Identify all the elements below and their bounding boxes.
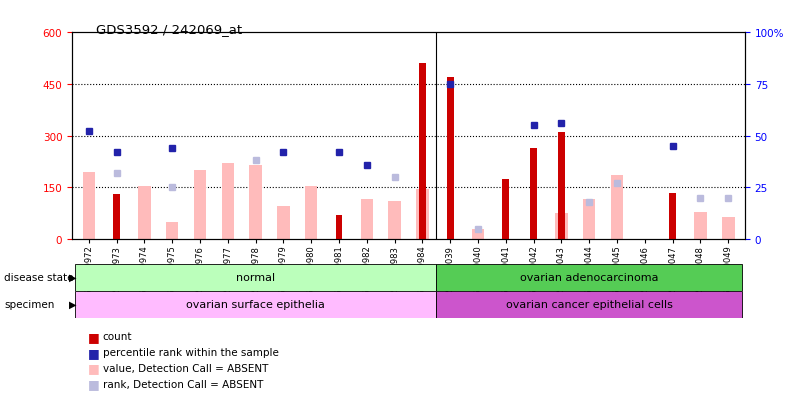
- Bar: [249, 166, 262, 240]
- Bar: [558, 133, 565, 240]
- Text: normal: normal: [236, 273, 276, 283]
- Text: GDS3592 / 242069_at: GDS3592 / 242069_at: [96, 23, 242, 36]
- Bar: [222, 164, 234, 240]
- Bar: [722, 217, 735, 240]
- Bar: [83, 173, 95, 240]
- Text: disease state: disease state: [4, 273, 74, 282]
- Bar: [138, 186, 151, 240]
- Bar: [447, 78, 453, 240]
- Text: ovarian cancer epithelial cells: ovarian cancer epithelial cells: [505, 299, 673, 310]
- Bar: [194, 171, 206, 240]
- Bar: [502, 179, 509, 240]
- Bar: [277, 207, 290, 240]
- Bar: [555, 214, 568, 240]
- Bar: [360, 200, 373, 240]
- Bar: [611, 176, 623, 240]
- Text: ovarian surface epithelia: ovarian surface epithelia: [186, 299, 325, 310]
- Text: ▶: ▶: [69, 299, 76, 309]
- Bar: [437, 264, 743, 291]
- Bar: [417, 190, 429, 240]
- Text: ovarian adenocarcinoma: ovarian adenocarcinoma: [520, 273, 658, 283]
- Bar: [305, 186, 317, 240]
- Bar: [583, 200, 595, 240]
- Bar: [166, 222, 179, 240]
- Bar: [74, 264, 437, 291]
- Bar: [113, 195, 120, 240]
- Text: specimen: specimen: [4, 299, 54, 309]
- Bar: [336, 216, 343, 240]
- Text: ▶: ▶: [69, 273, 76, 282]
- Text: ■: ■: [88, 346, 100, 359]
- Text: ■: ■: [88, 330, 100, 343]
- Text: percentile rank within the sample: percentile rank within the sample: [103, 347, 279, 357]
- Bar: [472, 229, 485, 240]
- Bar: [437, 291, 743, 318]
- Bar: [530, 148, 537, 240]
- Bar: [388, 202, 400, 240]
- Text: rank, Detection Call = ABSENT: rank, Detection Call = ABSENT: [103, 379, 263, 389]
- Bar: [419, 64, 426, 240]
- Text: ■: ■: [88, 377, 100, 390]
- Text: ■: ■: [88, 361, 100, 375]
- Bar: [74, 291, 437, 318]
- Text: count: count: [103, 332, 132, 342]
- Bar: [694, 212, 706, 240]
- Bar: [669, 193, 676, 240]
- Text: value, Detection Call = ABSENT: value, Detection Call = ABSENT: [103, 363, 268, 373]
